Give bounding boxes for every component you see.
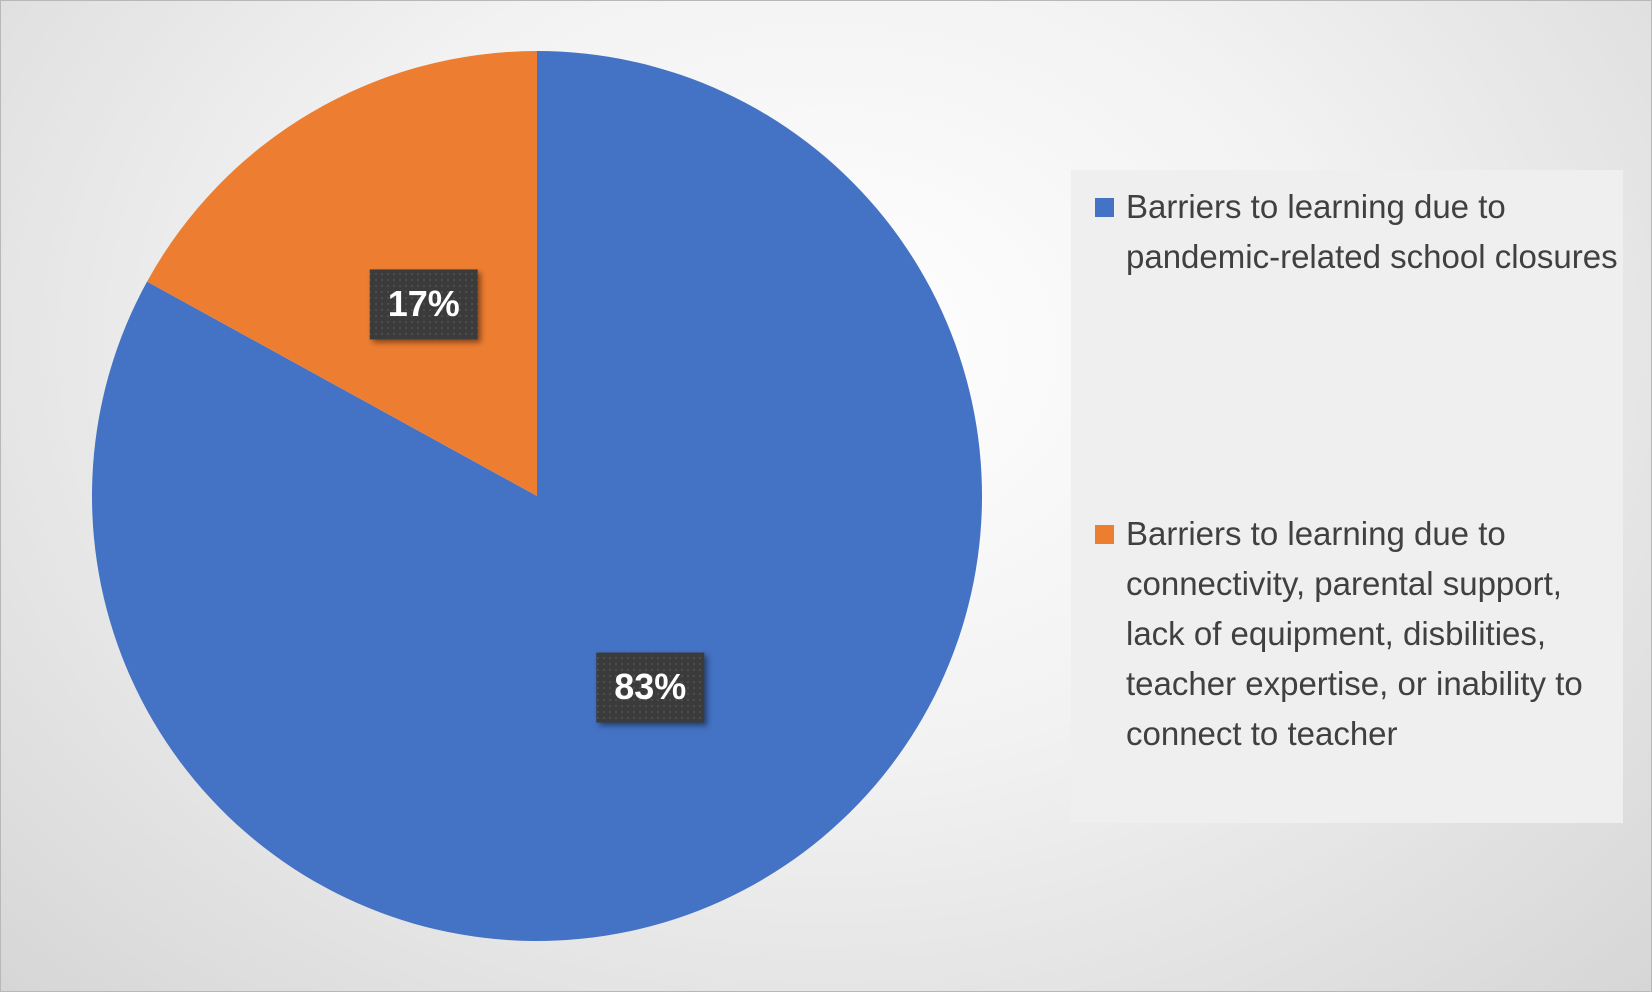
pie-slice <box>92 51 982 942</box>
legend-label: Barriers to learning due to pandemic-rel… <box>1126 188 1618 275</box>
legend: Barriers to learning due to pandemic-rel… <box>1071 170 1623 823</box>
legend-swatch <box>1095 198 1114 217</box>
data-label-box: 83% <box>596 652 705 723</box>
legend-label: Barriers to learning due to connectivity… <box>1126 515 1583 752</box>
label-background <box>369 269 478 340</box>
data-label: 83% <box>614 666 686 707</box>
label-background <box>596 652 705 723</box>
pie-slice <box>147 51 538 496</box>
legend-swatch <box>1095 525 1114 544</box>
data-label: 17% <box>388 283 460 324</box>
data-label-box: 17% <box>369 269 478 340</box>
